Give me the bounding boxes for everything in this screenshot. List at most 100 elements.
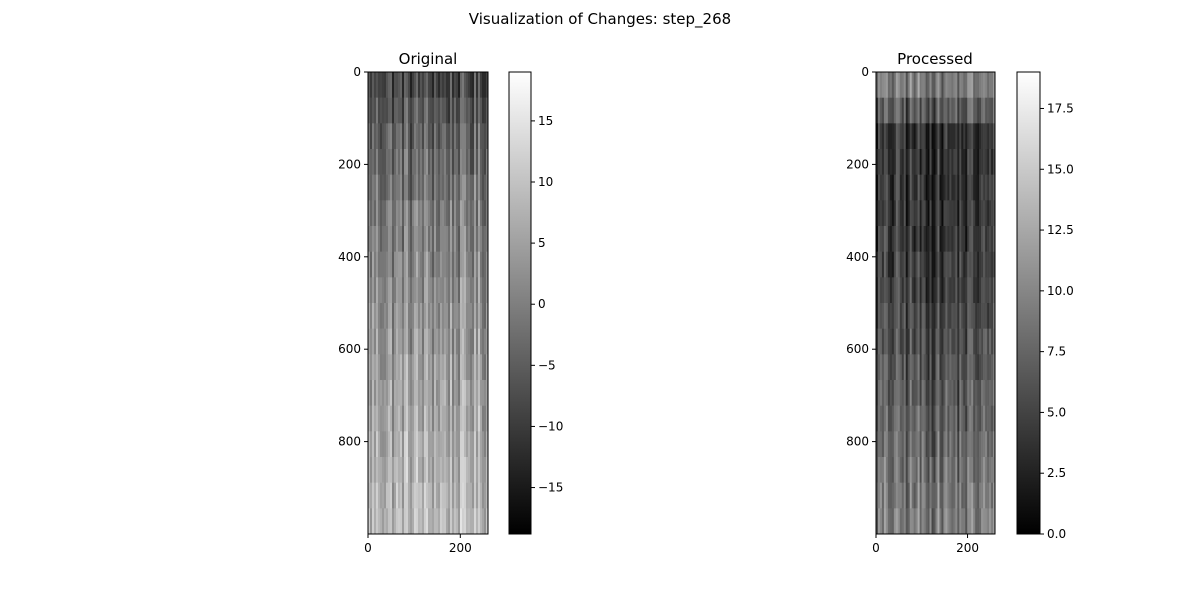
heatmap-cell bbox=[378, 482, 381, 509]
heatmap-cell bbox=[983, 123, 986, 150]
heatmap-cell bbox=[961, 251, 964, 278]
heatmap-cell bbox=[428, 174, 431, 201]
heatmap-cell bbox=[410, 380, 413, 406]
heatmap-cell bbox=[438, 97, 441, 124]
heatmap-cell bbox=[438, 405, 441, 432]
heatmap-cell bbox=[484, 97, 487, 124]
heatmap-cell bbox=[418, 72, 421, 98]
heatmap-cell bbox=[933, 123, 936, 150]
heatmap-cell bbox=[402, 97, 405, 124]
heatmap-cell bbox=[887, 123, 891, 150]
heatmap-cell bbox=[390, 72, 393, 98]
heatmap-cell bbox=[430, 328, 433, 355]
heatmap-cell bbox=[941, 123, 944, 150]
heatmap-cell bbox=[410, 226, 413, 252]
heatmap-cell bbox=[881, 431, 885, 458]
heatmap-cell bbox=[468, 72, 471, 98]
heatmap-cell bbox=[432, 405, 435, 432]
heatmap-cell bbox=[876, 380, 879, 406]
heatmap-cell bbox=[396, 72, 399, 98]
heatmap-cell bbox=[480, 149, 483, 175]
heatmap-cell bbox=[402, 200, 405, 227]
heatmap-cell bbox=[378, 431, 381, 458]
heatmap-cell bbox=[392, 200, 395, 227]
heatmap-cell bbox=[412, 482, 415, 509]
heatmap-cell bbox=[460, 200, 463, 227]
heatmap-cell bbox=[458, 174, 461, 201]
heatmap-cell bbox=[971, 482, 974, 509]
heatmap-cell bbox=[442, 149, 445, 175]
heatmap-cell bbox=[434, 97, 437, 124]
heatmap-cell bbox=[418, 405, 421, 432]
heatmap-cell bbox=[987, 328, 990, 355]
heatmap-cell bbox=[885, 328, 889, 355]
heatmap-cell bbox=[436, 251, 439, 278]
heatmap-cell bbox=[478, 149, 481, 175]
heatmap-cell bbox=[901, 482, 905, 509]
heatmap-cell bbox=[877, 277, 881, 304]
heatmap-cell bbox=[979, 431, 982, 458]
heatmap-cell bbox=[905, 508, 909, 535]
heatmap-cell bbox=[951, 431, 954, 458]
heatmap-cell bbox=[935, 405, 938, 432]
heatmap-cell bbox=[422, 508, 425, 535]
heatmap-cell bbox=[903, 354, 907, 381]
heatmap-cell bbox=[975, 149, 978, 175]
heatmap-cell bbox=[454, 97, 457, 124]
heatmap-cell bbox=[879, 200, 883, 227]
heatmap-cell bbox=[971, 72, 974, 98]
heatmap-cell bbox=[444, 149, 447, 175]
heatmap-cell bbox=[400, 149, 403, 175]
heatmap-cell bbox=[919, 328, 922, 355]
heatmap-cell bbox=[955, 457, 958, 483]
heatmap-cell bbox=[919, 277, 922, 304]
heatmap-cell bbox=[957, 226, 960, 252]
heatmap-cell bbox=[961, 226, 964, 252]
heatmap-cell bbox=[394, 72, 397, 98]
heatmap-cell bbox=[386, 123, 389, 150]
heatmap-cell bbox=[891, 405, 895, 432]
heatmap-cell bbox=[460, 482, 463, 509]
heatmap-cell bbox=[410, 431, 413, 458]
heatmap-cell bbox=[470, 251, 473, 278]
heatmap-cell bbox=[891, 226, 895, 252]
heatmap-cell bbox=[951, 200, 954, 227]
heatmap-cell bbox=[394, 354, 397, 381]
heatmap-cell bbox=[390, 226, 393, 252]
heatmap-cell bbox=[388, 303, 391, 329]
heatmap-cell bbox=[438, 200, 441, 227]
heatmap-cell bbox=[883, 431, 887, 458]
heatmap-cell bbox=[929, 482, 932, 509]
heatmap-cell bbox=[977, 251, 980, 278]
heatmap-cell bbox=[390, 149, 393, 175]
heatmap-cell bbox=[879, 482, 883, 509]
heatmap-cell bbox=[907, 174, 911, 201]
heatmap-cell bbox=[420, 405, 423, 432]
heatmap-cell bbox=[406, 200, 409, 227]
heatmap-cell bbox=[374, 149, 377, 175]
heatmap-cell bbox=[973, 200, 976, 227]
heatmap-cell bbox=[452, 72, 455, 98]
heatmap-cell bbox=[977, 405, 980, 432]
heatmap-cell bbox=[991, 149, 994, 175]
heatmap-cell bbox=[378, 174, 381, 201]
heatmap-cell bbox=[935, 149, 938, 175]
heatmap-cell bbox=[973, 251, 976, 278]
heatmap-cell bbox=[378, 226, 381, 252]
heatmap-cell bbox=[971, 457, 974, 483]
heatmap-cell bbox=[454, 277, 457, 304]
heatmap-cell bbox=[486, 174, 489, 201]
heatmap-cell bbox=[961, 482, 964, 509]
heatmap-cell bbox=[440, 200, 443, 227]
heatmap-cell bbox=[468, 174, 471, 201]
heatmap-cell bbox=[386, 251, 389, 278]
heatmap-cell bbox=[877, 149, 881, 175]
heatmap-cell bbox=[384, 380, 387, 406]
heatmap-cell bbox=[412, 226, 415, 252]
heatmap-cell bbox=[432, 431, 435, 458]
heatmap-cell bbox=[378, 251, 381, 278]
heatmap-cell bbox=[891, 380, 895, 406]
heatmap-cell bbox=[428, 482, 431, 509]
heatmap-cell bbox=[941, 328, 944, 355]
heatmap-cell bbox=[420, 251, 423, 278]
